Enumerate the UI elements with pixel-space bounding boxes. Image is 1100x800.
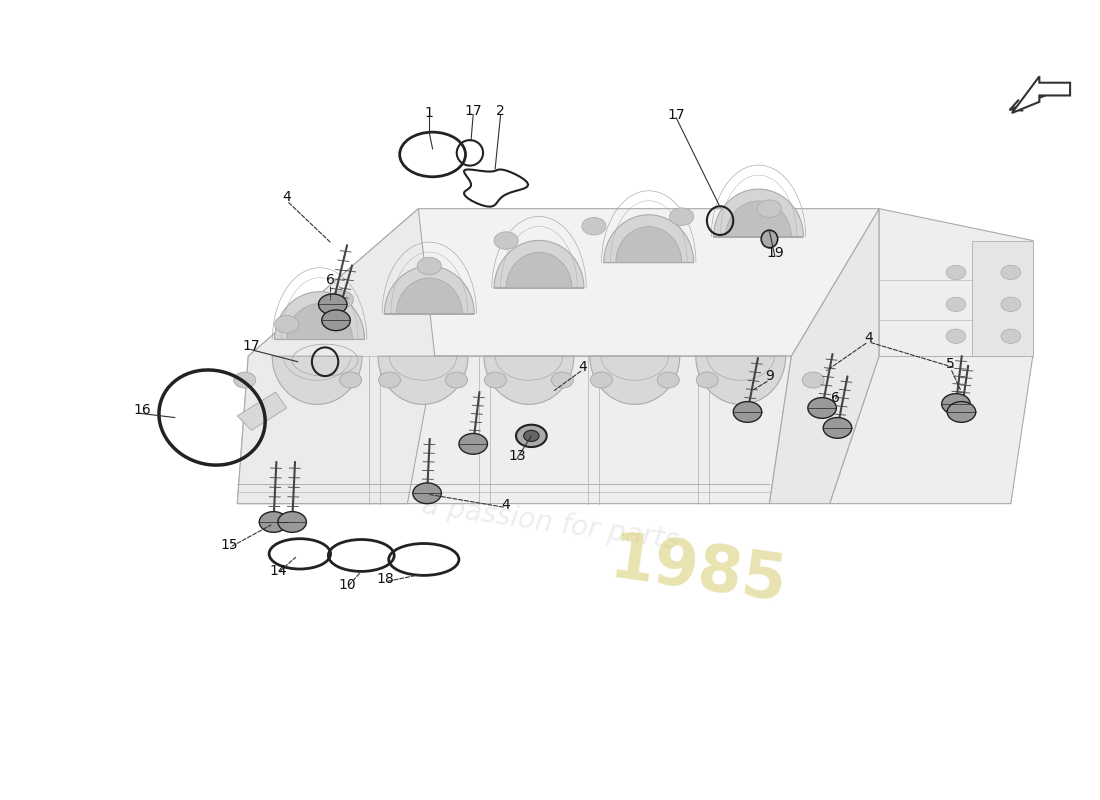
Circle shape [524, 430, 539, 442]
Polygon shape [384, 266, 474, 314]
Polygon shape [1012, 76, 1070, 113]
Circle shape [260, 512, 288, 532]
Circle shape [696, 372, 718, 388]
Circle shape [734, 402, 762, 422]
Polygon shape [238, 392, 287, 430]
Circle shape [516, 425, 547, 447]
Circle shape [1001, 266, 1021, 280]
Circle shape [551, 372, 573, 388]
Text: 4: 4 [864, 331, 872, 345]
Circle shape [459, 434, 487, 454]
Polygon shape [726, 201, 791, 237]
Circle shape [275, 315, 299, 333]
Text: 6: 6 [326, 274, 336, 287]
Circle shape [807, 398, 836, 418]
Polygon shape [494, 241, 584, 288]
Polygon shape [238, 209, 434, 504]
Circle shape [658, 372, 680, 388]
Polygon shape [695, 356, 785, 404]
Polygon shape [238, 356, 791, 504]
Circle shape [494, 232, 518, 250]
Text: 4: 4 [502, 498, 510, 512]
Circle shape [582, 218, 606, 235]
Polygon shape [272, 356, 362, 404]
Circle shape [330, 290, 353, 308]
Circle shape [319, 294, 346, 314]
Circle shape [946, 266, 966, 280]
Text: 2: 2 [496, 105, 505, 118]
Text: 4: 4 [283, 190, 292, 204]
Circle shape [233, 372, 255, 388]
Polygon shape [769, 209, 879, 504]
Circle shape [591, 372, 613, 388]
Circle shape [802, 372, 824, 388]
Circle shape [278, 512, 307, 532]
Circle shape [946, 329, 966, 343]
Polygon shape [616, 226, 682, 262]
Circle shape [823, 418, 851, 438]
Circle shape [484, 372, 506, 388]
Text: 16: 16 [133, 402, 151, 417]
Circle shape [417, 258, 441, 275]
Polygon shape [604, 214, 694, 262]
Text: 4: 4 [579, 359, 587, 374]
Polygon shape [484, 356, 574, 404]
Circle shape [1001, 329, 1021, 343]
Text: 13: 13 [508, 449, 526, 463]
Polygon shape [972, 241, 1033, 356]
Circle shape [1001, 297, 1021, 311]
Polygon shape [506, 252, 572, 288]
Text: a passion for parts: a passion for parts [420, 492, 680, 555]
Circle shape [670, 208, 694, 226]
Text: 5: 5 [946, 357, 955, 371]
Text: 6: 6 [830, 391, 839, 406]
Text: 15: 15 [221, 538, 239, 552]
Circle shape [946, 297, 966, 311]
Circle shape [412, 483, 441, 504]
Polygon shape [714, 189, 803, 237]
Text: 1: 1 [425, 106, 433, 120]
Text: 17: 17 [464, 105, 482, 118]
Text: eurocars: eurocars [384, 346, 858, 502]
Polygon shape [396, 278, 462, 314]
Polygon shape [275, 292, 364, 339]
Circle shape [942, 394, 970, 414]
Circle shape [340, 372, 362, 388]
Text: 14: 14 [270, 564, 287, 578]
Polygon shape [378, 356, 468, 404]
Ellipse shape [761, 230, 778, 248]
Text: 10: 10 [338, 578, 355, 592]
Circle shape [446, 372, 468, 388]
Text: 17: 17 [243, 338, 261, 353]
Circle shape [758, 200, 781, 218]
Text: 17: 17 [668, 107, 685, 122]
Text: 1985: 1985 [606, 528, 791, 614]
Polygon shape [249, 209, 879, 356]
Text: 19: 19 [766, 246, 784, 259]
Polygon shape [829, 209, 1033, 504]
Polygon shape [590, 356, 680, 404]
Text: 9: 9 [764, 369, 774, 383]
Circle shape [378, 372, 400, 388]
Text: 18: 18 [376, 572, 394, 586]
Circle shape [322, 310, 350, 330]
Polygon shape [287, 304, 352, 339]
Circle shape [947, 402, 976, 422]
